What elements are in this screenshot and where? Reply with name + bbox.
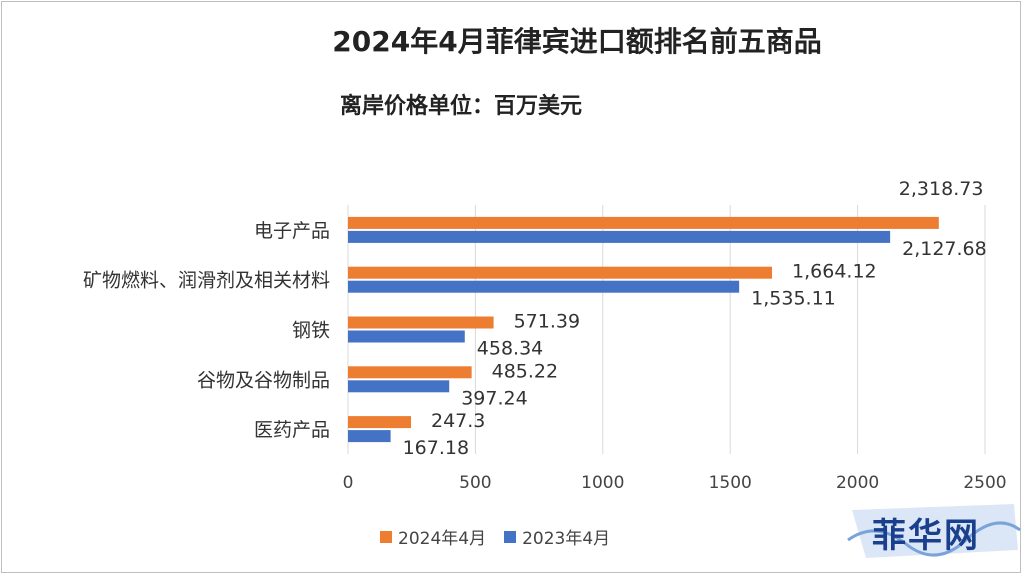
legend-swatch-2024: [380, 530, 392, 543]
category-label: 谷物及谷物制品: [197, 369, 330, 391]
x-tick-label: 1500: [709, 473, 752, 493]
bar: [348, 430, 391, 443]
x-tick-label: 0: [343, 473, 354, 493]
data-label: 2,127.68: [902, 238, 987, 260]
data-label: 397.24: [461, 387, 527, 409]
x-tick-label: 500: [459, 473, 491, 493]
legend-item-2023: 2023年4月: [504, 524, 610, 549]
data-label: 1,664.12: [792, 261, 877, 283]
data-label: 167.18: [403, 437, 469, 459]
bar: [348, 416, 412, 429]
logo-badge-icon: [847, 504, 1021, 558]
x-tick-label: 2500: [963, 473, 1006, 493]
category-label: 电子产品: [254, 220, 330, 242]
logo-text: 菲华网: [872, 516, 980, 556]
bar: [348, 280, 740, 293]
data-label: 1,535.11: [751, 288, 836, 310]
data-label: 571.39: [514, 311, 580, 333]
chart-subtitle: 离岸价格单位：百万美元: [340, 94, 583, 119]
legend-label-2024: 2024年4月: [398, 529, 487, 549]
legend-label-2023: 2023年4月: [522, 529, 611, 549]
data-label: 247.3: [431, 410, 485, 432]
x-tick-label: 1000: [581, 473, 624, 493]
data-label: 458.34: [477, 338, 543, 360]
site-logo: 菲华网: [846, 500, 1022, 562]
bar: [348, 330, 465, 343]
bar: [348, 366, 472, 379]
category-label: 矿物燃料、润滑剂及相关材料: [83, 270, 330, 292]
legend-swatch-2023: [504, 530, 517, 543]
bar: [348, 266, 773, 279]
data-label: 485.22: [492, 360, 558, 382]
legend: 2024年4月 2023年4月: [380, 524, 610, 549]
legend-item-2024: 2024年4月: [380, 524, 486, 549]
x-tick-label: 2000: [836, 473, 879, 493]
chart-title: 2024年4月菲律宾进口额排名前五商品: [332, 25, 822, 58]
bar: [348, 380, 450, 393]
bar: [348, 316, 494, 329]
category-label: 医药产品: [254, 419, 330, 441]
category-label: 钢铁: [292, 320, 330, 342]
bar: [348, 230, 891, 243]
data-label: 2,318.73: [899, 178, 984, 200]
bar: [348, 216, 939, 229]
